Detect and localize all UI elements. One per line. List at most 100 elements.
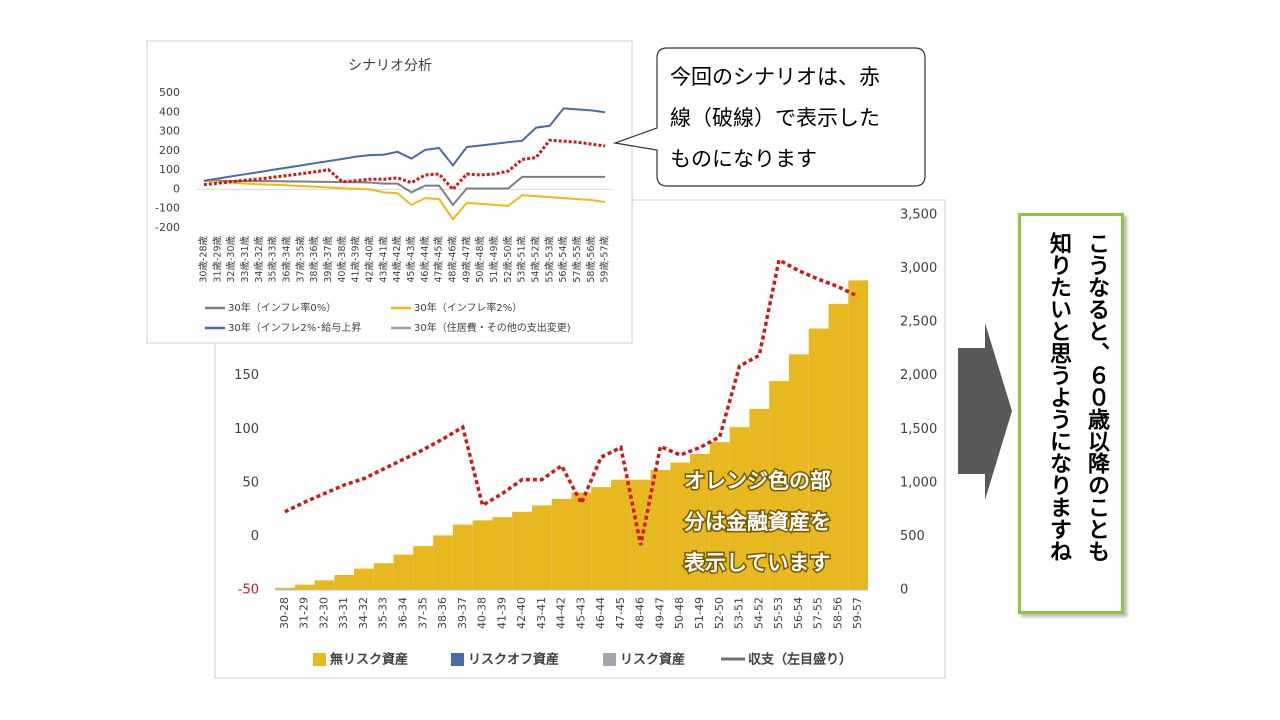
- x-tick-label: 42歳-40歳: [363, 236, 375, 283]
- annotation: 分は金融資産を: [684, 510, 831, 534]
- x-tick-label: 56歳-54歳: [557, 236, 569, 283]
- y2-tick-label: 2,500: [900, 315, 937, 330]
- x-tick-label: 34歳-32歳: [253, 236, 265, 283]
- x-tick-label: 57歳-55歳: [571, 236, 583, 283]
- y-tick-label: 400: [159, 105, 180, 118]
- conclusion-box: こうなると、６０歳以降のことも 知りたいと思うようになりますね: [1018, 213, 1124, 614]
- conclusion-line: こうなると、６０歳以降のことも: [1084, 232, 1109, 562]
- annotation: オレンジ色の部: [684, 469, 831, 493]
- y2-tick-label: 0: [900, 583, 908, 598]
- x-tick-label: 35-33: [377, 597, 390, 629]
- x-tick-label: 59-57: [851, 597, 864, 629]
- x-tick-label: 57-55: [812, 597, 825, 629]
- x-tick-label: 49-47: [653, 597, 666, 629]
- x-tick-label: 31-29: [298, 597, 311, 629]
- line-series: [203, 107, 606, 182]
- legend-swatch: [451, 653, 464, 666]
- x-tick-label: 36歳-34歳: [280, 236, 292, 283]
- bar: [769, 381, 789, 590]
- y-tick-label: 300: [159, 125, 180, 138]
- x-tick-label: 55歳-53歳: [543, 236, 555, 283]
- x-tick-label: 40歳-38歳: [336, 236, 348, 283]
- x-tick-label: 35歳-33歳: [267, 236, 279, 283]
- bar: [472, 520, 493, 590]
- x-tick-label: 48-46: [634, 597, 647, 629]
- y-tick-label: 50: [242, 475, 259, 490]
- legend-label: 無リスク資産: [330, 652, 408, 668]
- x-tick-label: 46-44: [594, 597, 607, 629]
- legend-label: リスクオフ資産: [468, 652, 559, 668]
- bar: [512, 511, 532, 590]
- line-series: [203, 175, 606, 207]
- x-tick-label: 38-36: [436, 597, 449, 629]
- x-tick-label: 47-45: [614, 597, 627, 629]
- legend-label: リスク資産: [620, 652, 685, 668]
- y-tick-label: 200: [159, 144, 180, 157]
- x-tick-label: 54歳-52歳: [529, 236, 541, 283]
- x-tick-label: 52歳-50歳: [502, 236, 514, 283]
- x-tick-label: 32-30: [317, 597, 330, 629]
- callout-line: ものになります: [670, 147, 817, 171]
- y2-tick-label: 500: [900, 529, 925, 544]
- bar: [690, 453, 710, 590]
- y-tick-label: 150: [234, 368, 259, 383]
- x-tick-label: 48歳-46歳: [446, 236, 458, 283]
- x-tick-label: 31歳-29歳: [211, 236, 223, 283]
- x-tick-label: 44歳-42歳: [391, 236, 403, 283]
- x-tick-label: 38歳-36歳: [308, 236, 320, 283]
- x-tick-label: 32歳-30歳: [225, 236, 237, 283]
- legend-label: 30年（インフレ率0%）: [228, 301, 336, 314]
- x-tick-label: 41-39: [495, 597, 508, 629]
- bar: [413, 546, 434, 590]
- legend-swatch: [313, 653, 326, 666]
- y-tick-label: 0: [251, 529, 259, 544]
- x-tick-label: 43-41: [535, 597, 548, 629]
- x-tick-label: 33歳-31歳: [239, 236, 251, 283]
- y-tick-label: -50: [238, 583, 259, 598]
- line-series: [203, 179, 606, 221]
- x-tick-label: 30歳-28歳: [197, 236, 209, 283]
- x-tick-label: 45歳-43歳: [405, 236, 417, 283]
- x-tick-label: 52-50: [713, 597, 726, 629]
- x-tick-label: 47歳-45歳: [433, 236, 445, 283]
- main-chart: -5005010015020025030005001,0001,5002,000…: [234, 208, 937, 668]
- x-tick-label: 58-56: [831, 597, 844, 629]
- y-tick-label: 500: [159, 86, 180, 99]
- annotation: 表示しています: [684, 551, 830, 575]
- x-tick-label: 50歳-48歳: [474, 236, 486, 283]
- legend-label: 30年（インフレ2%･給与上昇: [228, 321, 361, 334]
- bar: [848, 280, 868, 590]
- x-tick-label: 45-43: [574, 597, 587, 629]
- bar: [275, 587, 295, 590]
- legend-label: 30年（インフレ率2%）: [414, 301, 522, 314]
- y2-tick-label: 2,000: [900, 368, 937, 383]
- arrow: [958, 323, 1012, 500]
- bar: [314, 580, 335, 590]
- chart-title: シナリオ分析: [348, 58, 432, 74]
- x-tick-label: 30-28: [278, 597, 291, 629]
- x-tick-label: 34-32: [357, 597, 370, 629]
- x-tick-label: 40-38: [476, 597, 489, 629]
- conclusion-line: 知りたいと思うようになりますね: [1046, 232, 1071, 562]
- y2-tick-label: 3,500: [900, 208, 937, 223]
- x-tick-label: 53歳-51歳: [516, 236, 528, 283]
- bar: [433, 535, 453, 590]
- bar: [611, 479, 631, 590]
- bar: [709, 442, 730, 590]
- y-tick-label: -200: [155, 221, 180, 234]
- bar: [630, 479, 651, 590]
- line-series: [284, 257, 859, 546]
- bar: [334, 575, 355, 590]
- x-tick-label: 39歳-37歳: [322, 236, 334, 283]
- x-tick-label: 37-35: [416, 597, 429, 629]
- callout-line: 今回のシナリオは、赤: [670, 65, 880, 89]
- callout-line: 線（破線）で表示した: [670, 106, 880, 130]
- y2-tick-label: 3,000: [900, 261, 937, 276]
- bar: [373, 563, 394, 590]
- y2-tick-label: 1,000: [900, 475, 937, 490]
- x-tick-label: 42-40: [515, 597, 528, 629]
- bar: [670, 462, 691, 590]
- x-tick-label: 53-51: [733, 597, 746, 629]
- bar: [591, 487, 612, 590]
